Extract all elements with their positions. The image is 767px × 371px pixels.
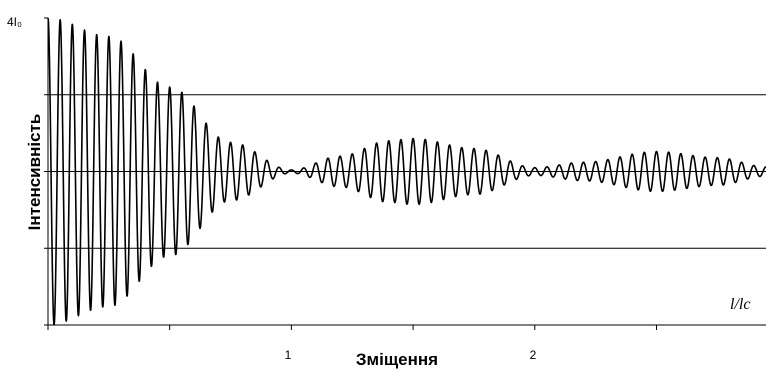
grid-lines (48, 94, 766, 249)
series-layer (47, 17, 767, 326)
x-axis-corner-label: l/lc (730, 296, 750, 313)
x-tick-label-1: 1 (285, 348, 292, 362)
x-tick-label-2: 2 (530, 348, 537, 362)
y-tick-label-top: 4I₀ (7, 15, 22, 29)
labels: 4I₀ Інтенсивність Зміщення 1 2 l/lc (7, 15, 750, 369)
series-line-intensity (47, 17, 767, 326)
x-axis-title: Зміщення (356, 350, 438, 369)
axes (44, 17, 766, 330)
y-axis-title: Інтенсивність (25, 114, 44, 231)
